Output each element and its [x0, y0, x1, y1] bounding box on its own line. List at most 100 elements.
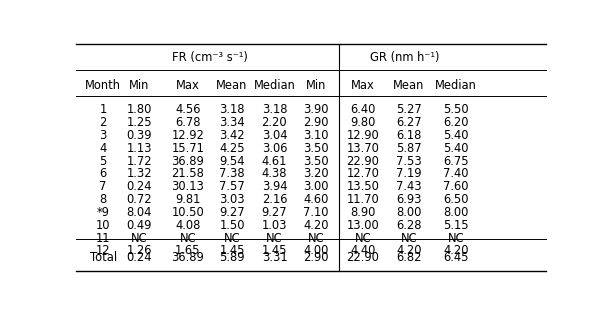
Text: 30.13: 30.13	[171, 180, 205, 193]
Text: 4.61: 4.61	[262, 154, 287, 167]
Text: 3.18: 3.18	[262, 103, 287, 116]
Text: 6.20: 6.20	[443, 116, 469, 129]
Text: 1.50: 1.50	[219, 219, 245, 232]
Text: 9.27: 9.27	[219, 206, 245, 219]
Text: 3.42: 3.42	[219, 129, 245, 142]
Text: 6.28: 6.28	[396, 219, 422, 232]
Text: 3.03: 3.03	[219, 193, 245, 206]
Text: 1.80: 1.80	[127, 103, 152, 116]
Text: NC: NC	[448, 232, 464, 245]
Text: 10: 10	[96, 219, 110, 232]
Text: 5.15: 5.15	[443, 219, 469, 232]
Text: 2.20: 2.20	[262, 116, 287, 129]
Text: 21.58: 21.58	[171, 167, 205, 180]
Text: NC: NC	[401, 232, 417, 245]
Text: NC: NC	[180, 232, 196, 245]
Text: 0.24: 0.24	[127, 180, 152, 193]
Text: 2.16: 2.16	[262, 193, 287, 206]
Text: 5.40: 5.40	[443, 142, 469, 155]
Text: 4.20: 4.20	[443, 244, 469, 257]
Text: 0.24: 0.24	[127, 252, 152, 265]
Text: 8.00: 8.00	[443, 206, 469, 219]
Text: 3.04: 3.04	[262, 129, 287, 142]
Text: 2.90: 2.90	[303, 252, 328, 265]
Text: 6.75: 6.75	[443, 154, 469, 167]
Text: 4.08: 4.08	[175, 219, 200, 232]
Text: 9.81: 9.81	[175, 193, 200, 206]
Text: NC: NC	[266, 232, 283, 245]
Text: 8.90: 8.90	[350, 206, 376, 219]
Text: 13.70: 13.70	[347, 142, 379, 155]
Text: 6: 6	[100, 167, 107, 180]
Text: 3.20: 3.20	[303, 167, 328, 180]
Text: 7: 7	[100, 180, 107, 193]
Text: 4: 4	[100, 142, 107, 155]
Text: 3.10: 3.10	[303, 129, 328, 142]
Text: 3.31: 3.31	[262, 252, 287, 265]
Text: 10.50: 10.50	[171, 206, 204, 219]
Text: 1.03: 1.03	[262, 219, 287, 232]
Text: 0.49: 0.49	[127, 219, 152, 232]
Text: NC: NC	[354, 232, 371, 245]
Text: 15.71: 15.71	[171, 142, 205, 155]
Text: 5.40: 5.40	[443, 129, 469, 142]
Text: 9.54: 9.54	[219, 154, 245, 167]
Text: Median: Median	[435, 79, 477, 92]
Text: 1.65: 1.65	[175, 244, 200, 257]
Text: 4.60: 4.60	[303, 193, 328, 206]
Text: 1: 1	[100, 103, 107, 116]
Text: 22.90: 22.90	[347, 252, 379, 265]
Text: 12.92: 12.92	[171, 129, 205, 142]
Text: 1.45: 1.45	[219, 244, 245, 257]
Text: 5.87: 5.87	[396, 142, 422, 155]
Text: 13.50: 13.50	[347, 180, 379, 193]
Text: 7.40: 7.40	[443, 167, 469, 180]
Text: 4.20: 4.20	[303, 219, 328, 232]
Text: 12.90: 12.90	[347, 129, 379, 142]
Text: 9.80: 9.80	[350, 116, 376, 129]
Text: 1.72: 1.72	[127, 154, 152, 167]
Text: 12: 12	[96, 244, 110, 257]
Text: 5.27: 5.27	[396, 103, 422, 116]
Text: Min: Min	[129, 79, 149, 92]
Text: 2: 2	[100, 116, 107, 129]
Text: 5.50: 5.50	[443, 103, 469, 116]
Text: Median: Median	[254, 79, 296, 92]
Text: 11.70: 11.70	[347, 193, 379, 206]
Text: 3.34: 3.34	[219, 116, 245, 129]
Text: 2.90: 2.90	[303, 116, 328, 129]
Text: 13.00: 13.00	[347, 219, 379, 232]
Text: 6.82: 6.82	[396, 252, 422, 265]
Text: NC: NC	[224, 232, 240, 245]
Text: Month: Month	[85, 79, 121, 92]
Text: 7.53: 7.53	[396, 154, 422, 167]
Text: Max: Max	[351, 79, 375, 92]
Text: GR (nm h⁻¹): GR (nm h⁻¹)	[370, 51, 440, 64]
Text: Mean: Mean	[216, 79, 248, 92]
Text: 1.25: 1.25	[127, 116, 152, 129]
Text: 3.50: 3.50	[303, 142, 328, 155]
Text: 22.90: 22.90	[347, 154, 379, 167]
Text: 6.18: 6.18	[396, 129, 422, 142]
Text: 4.38: 4.38	[262, 167, 287, 180]
Text: 6.27: 6.27	[396, 116, 422, 129]
Text: 7.43: 7.43	[396, 180, 422, 193]
Text: 7.38: 7.38	[219, 167, 245, 180]
Text: 36.89: 36.89	[171, 252, 204, 265]
Text: 6.50: 6.50	[443, 193, 469, 206]
Text: 1.32: 1.32	[127, 167, 152, 180]
Text: Total: Total	[90, 252, 117, 265]
Text: 4.20: 4.20	[396, 244, 422, 257]
Text: 0.39: 0.39	[127, 129, 152, 142]
Text: NC: NC	[131, 232, 148, 245]
Text: 1.45: 1.45	[262, 244, 287, 257]
Text: 7.60: 7.60	[443, 180, 469, 193]
Text: 9.27: 9.27	[262, 206, 287, 219]
Text: Max: Max	[176, 79, 200, 92]
Text: 4.56: 4.56	[175, 103, 200, 116]
Text: 0.72: 0.72	[127, 193, 152, 206]
Text: 6.78: 6.78	[175, 116, 200, 129]
Text: FR (cm⁻³ s⁻¹): FR (cm⁻³ s⁻¹)	[172, 51, 248, 64]
Text: 7.10: 7.10	[303, 206, 328, 219]
Text: 3.06: 3.06	[262, 142, 287, 155]
